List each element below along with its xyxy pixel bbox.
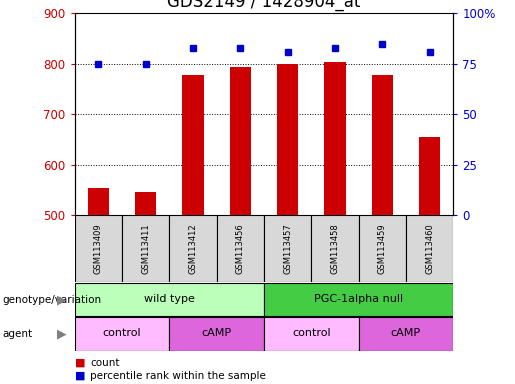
Text: GSM113459: GSM113459 (377, 223, 387, 274)
Text: control: control (292, 328, 331, 338)
Text: agent: agent (3, 329, 32, 339)
Bar (75, 283, 264, 316)
Text: GSM113409: GSM113409 (94, 223, 103, 274)
Text: GSM113458: GSM113458 (331, 223, 339, 274)
Bar (230, 67, 251, 215)
Bar (358, 318, 453, 351)
Text: control: control (102, 328, 141, 338)
Bar (264, 215, 311, 282)
Bar (264, 283, 453, 316)
Text: count: count (90, 358, 119, 368)
Bar (88, 188, 109, 215)
Bar (372, 75, 393, 215)
Title: GDS2149 / 1428904_at: GDS2149 / 1428904_at (167, 0, 360, 11)
Text: ▶: ▶ (57, 328, 66, 341)
Text: wild type: wild type (144, 294, 195, 304)
Text: GSM113411: GSM113411 (141, 223, 150, 274)
Text: GSM113412: GSM113412 (188, 223, 197, 274)
Bar (264, 318, 358, 351)
Text: GSM113456: GSM113456 (236, 223, 245, 274)
Bar (135, 192, 156, 215)
Text: ▶: ▶ (57, 293, 66, 306)
Text: GSM113460: GSM113460 (425, 223, 434, 274)
Text: GSM113457: GSM113457 (283, 223, 292, 274)
Text: ■: ■ (75, 358, 85, 368)
Text: genotype/variation: genotype/variation (3, 295, 101, 305)
Text: ■: ■ (75, 371, 85, 381)
Bar (419, 137, 440, 215)
Bar (122, 215, 169, 282)
Bar (75, 215, 122, 282)
Bar (169, 318, 264, 351)
Bar (406, 215, 453, 282)
Bar (75, 318, 169, 351)
Text: cAMP: cAMP (201, 328, 232, 338)
Bar (182, 75, 203, 215)
Bar (169, 215, 217, 282)
Text: cAMP: cAMP (391, 328, 421, 338)
Bar (277, 64, 298, 215)
Bar (324, 62, 346, 215)
Bar (217, 215, 264, 282)
Bar (311, 215, 358, 282)
Text: PGC-1alpha null: PGC-1alpha null (314, 294, 403, 304)
Bar (358, 215, 406, 282)
Text: percentile rank within the sample: percentile rank within the sample (90, 371, 266, 381)
